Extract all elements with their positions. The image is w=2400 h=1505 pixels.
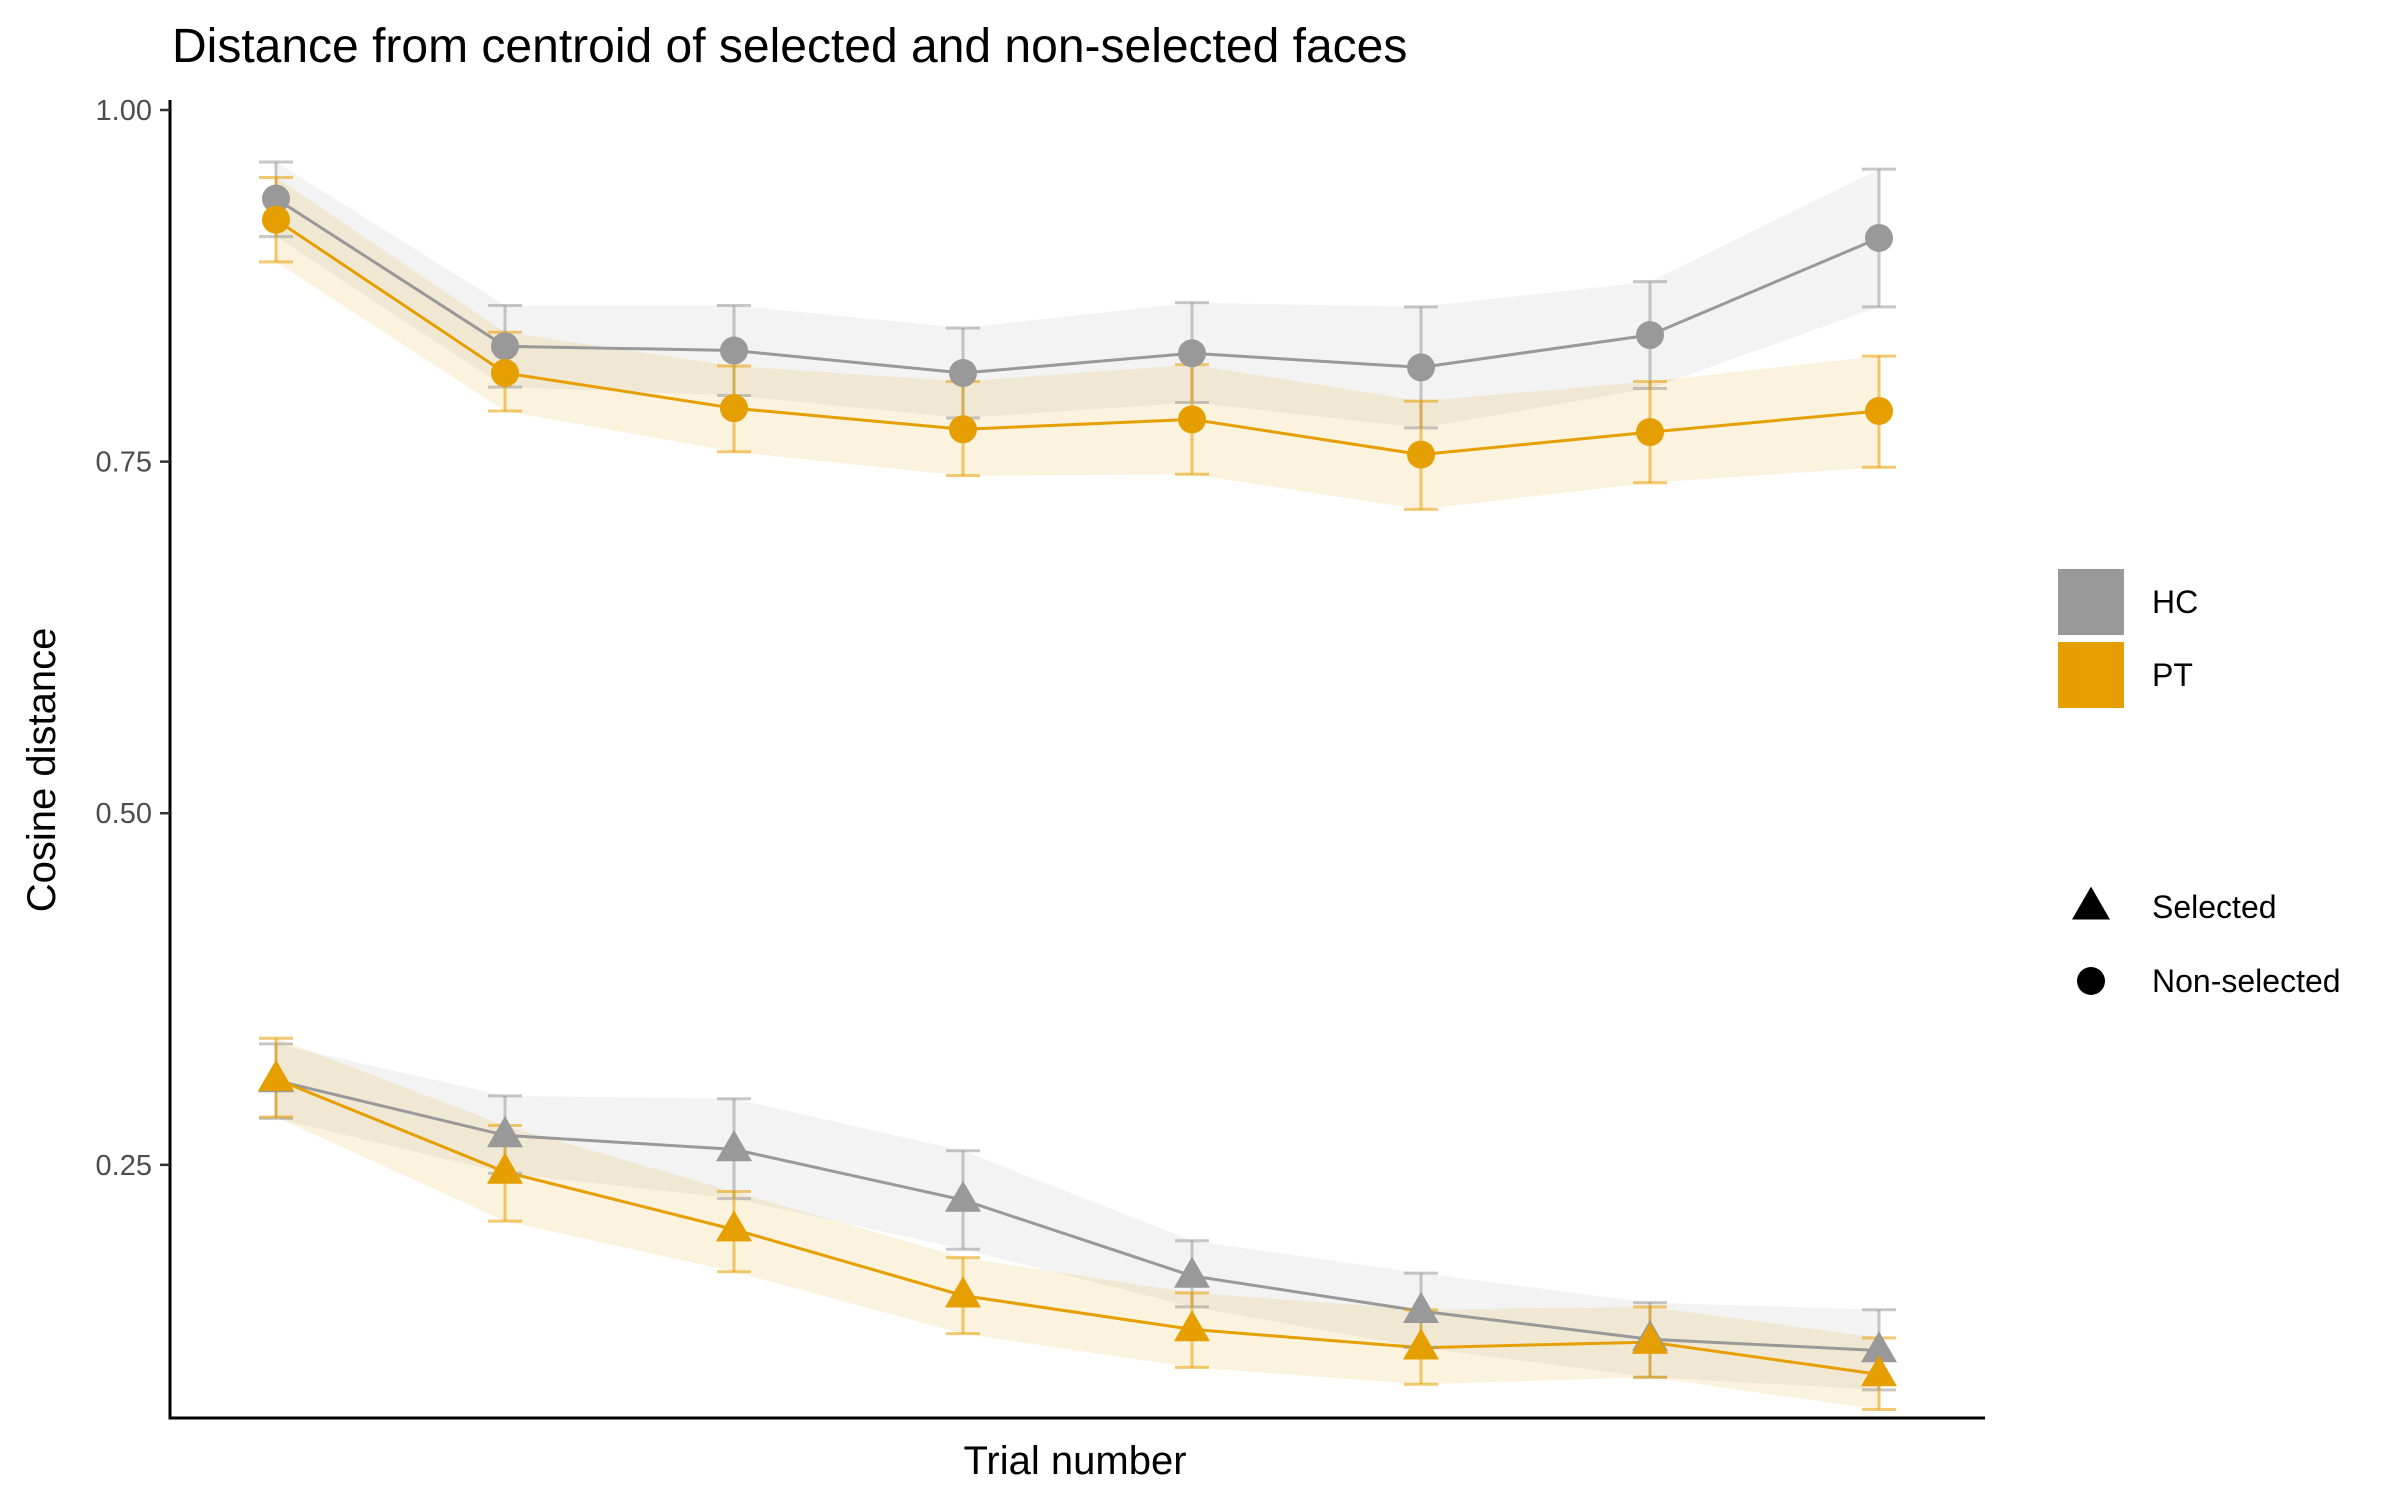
data-point-pt-non-selected (1178, 405, 1206, 434)
y-tick-label: 0.50 (96, 798, 152, 830)
data-point-pt-selected (1632, 1322, 1668, 1354)
x-axis-title: Trial number (963, 1439, 1186, 1483)
data-point-hc-non-selected (720, 336, 748, 365)
ci-band-hc-non-selected (276, 162, 1879, 428)
series-line-hc-non-selected (275, 197, 1880, 375)
legend: HC PT Selected Non-selected (2058, 569, 2341, 999)
data-points (258, 184, 1897, 1387)
data-point-pt-non-selected (1636, 418, 1664, 447)
legend-label-pt: PT (2152, 657, 2193, 693)
data-point-hc-non-selected (1407, 353, 1435, 382)
y-tick-label: 0.75 (96, 447, 152, 479)
data-point-hc-non-selected (1865, 223, 1893, 252)
data-point-pt-non-selected (1407, 440, 1435, 469)
legend-label-non-selected: Non-selected (2152, 963, 2341, 999)
y-tick-label: 1.00 (96, 95, 152, 127)
data-point-pt-non-selected (1865, 396, 1893, 425)
series-line-pt-non-selected (275, 218, 1880, 457)
data-point-pt-non-selected (720, 394, 748, 423)
series-line-pt-selected (275, 1077, 1880, 1376)
series-line-hc-selected (275, 1079, 1880, 1352)
ci-band-hc-selected (276, 1043, 1879, 1390)
legend-key-pt (2058, 642, 2124, 708)
data-point-hc-selected (1174, 1256, 1210, 1288)
legend-label-selected: Selected (2152, 889, 2277, 925)
data-point-hc-selected (1403, 1291, 1439, 1323)
data-point-hc-non-selected (949, 359, 977, 388)
data-point-pt-selected (1403, 1328, 1439, 1360)
y-axis-title: Cosine distance (20, 628, 64, 913)
legend-key-non-selected (2077, 967, 2105, 995)
data-point-pt-selected (1861, 1355, 1897, 1387)
legend-key-selected (2072, 886, 2110, 920)
data-point-hc-non-selected (1178, 339, 1206, 368)
data-point-pt-selected (945, 1276, 981, 1308)
data-point-hc-selected (716, 1130, 752, 1162)
data-point-pt-selected (1174, 1310, 1210, 1342)
data-point-pt-non-selected (262, 205, 290, 234)
legend-key-hc (2058, 569, 2124, 635)
data-point-pt-selected (487, 1152, 523, 1184)
legend-label-hc: HC (2152, 584, 2198, 620)
data-point-hc-non-selected (1636, 321, 1664, 350)
data-point-hc-selected (945, 1180, 981, 1212)
axes: 0.25 0.50 0.75 1.00 (96, 95, 1985, 1420)
chart-title: Distance from centroid of selected and n… (172, 20, 1407, 73)
data-point-hc-selected (487, 1116, 523, 1148)
y-tick-label: 0.25 (96, 1150, 152, 1182)
ci-band-pt-non-selected (276, 177, 1879, 510)
data-point-hc-non-selected (262, 184, 290, 213)
series-lines (275, 197, 1880, 1376)
data-point-hc-selected (1861, 1331, 1897, 1363)
data-point-hc-non-selected (491, 332, 519, 361)
data-point-pt-non-selected (491, 359, 519, 388)
data-point-pt-selected (716, 1210, 752, 1242)
data-point-pt-non-selected (949, 415, 977, 444)
data-point-pt-selected (258, 1059, 294, 1091)
